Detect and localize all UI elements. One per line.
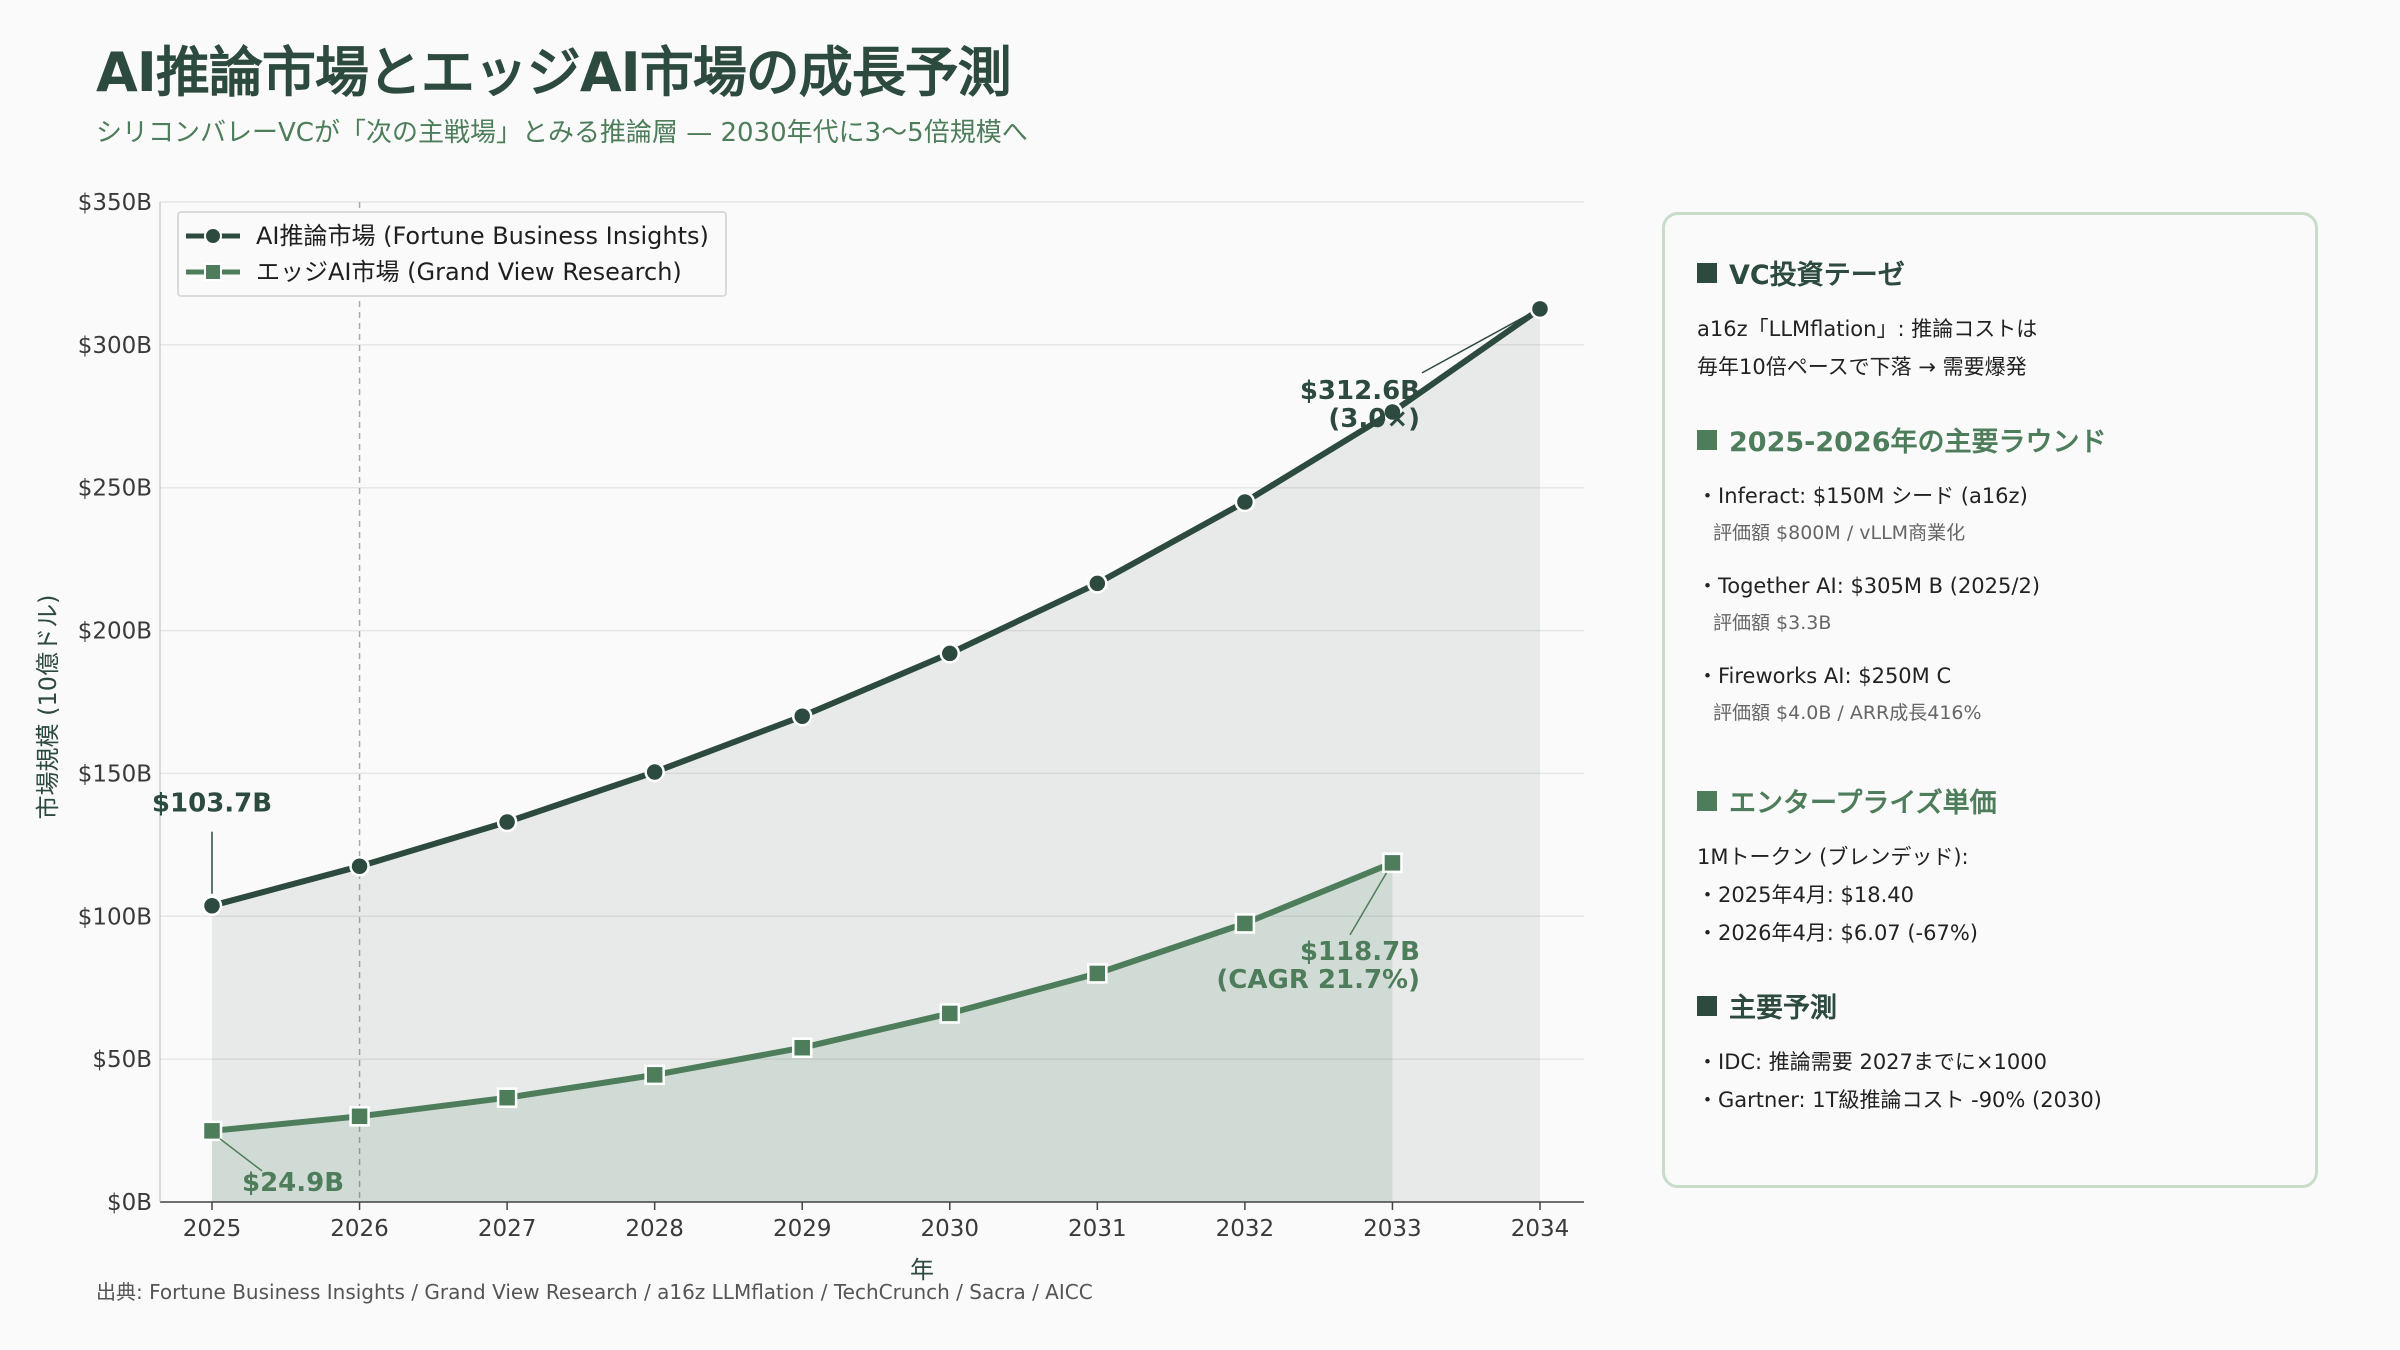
y-tick-label: $350B	[78, 190, 152, 216]
series-area-0	[212, 308, 1540, 1202]
page-subtitle: シリコンバレーVCが「次の主戦場」とみる推論層 — 2030年代に3〜5倍規模へ	[96, 118, 1028, 148]
data-point-square	[349, 1106, 370, 1127]
annotation-start-edge: $24.9B	[242, 1168, 344, 1198]
data-point-circle	[349, 856, 370, 877]
y-tick-label: $150B	[78, 761, 152, 787]
annotation-end-inference: $312.6B	[1300, 376, 1420, 406]
y-tick-label: $250B	[78, 476, 152, 502]
annotations: $103.7B $312.6B(3.0×) $118.7B(CAGR 21.7%) $…	[152, 314, 1529, 1198]
square-bullet-icon	[1697, 262, 1717, 283]
panel-text: ・2026年4月: $6.07 (-67%)	[1697, 921, 1978, 945]
panel-text: 毎年10倍ペースで下落 → 需要爆発	[1697, 355, 2027, 379]
x-tick-label: 2030	[921, 1216, 980, 1242]
axes: $0B $50B $100B $150B $200B $250B $300B $350B 202…	[34, 190, 1584, 1284]
legend-marker-circle	[204, 227, 222, 245]
legend-marker-square	[204, 263, 222, 281]
data-point-circle	[1529, 298, 1551, 320]
y-tick-label: $0B	[107, 1190, 152, 1216]
round-detail: 評価額 $4.0B / ARR成長416%	[1713, 702, 1982, 724]
y-axis-label: 市場規模 (10億ドル)	[34, 595, 62, 820]
area-fills	[212, 308, 1540, 1202]
data-point-square	[201, 1120, 223, 1142]
x-tick-label: 2033	[1363, 1216, 1422, 1242]
legend-box	[177, 211, 727, 297]
x-axis-label: 年	[910, 1256, 934, 1284]
panel-heading-text: 2025-2026年の主要ラウンド	[1729, 427, 2107, 458]
annotation-start-inference: $103.7B	[152, 789, 272, 819]
source-note: 出典: Fortune Business Insights / Grand Vi…	[96, 1280, 1093, 1304]
y-tick-label: $300B	[78, 333, 152, 359]
panel-heading-text: 主要予測	[1729, 993, 1837, 1024]
panel-heading-vc-thesis: VC投資テーゼ	[1697, 253, 2283, 292]
round-detail: 評価額 $800M / vLLM商業化	[1713, 522, 1966, 544]
data-point-square	[1087, 963, 1108, 984]
y-tick-label: $100B	[78, 904, 152, 930]
data-point-circle	[496, 811, 518, 833]
data-point-square	[939, 1003, 961, 1024]
grid-lines	[160, 201, 1584, 1203]
x-tick-label: 2031	[1068, 1216, 1127, 1242]
data-point-circle	[1234, 491, 1256, 513]
market-growth-chart: $0B $50B $100B $150B $200B $250B $300B $350B 202…	[34, 190, 1584, 1284]
panel-text: ・IDC: 推論需要 2027までに×1000	[1697, 1050, 2047, 1074]
panel-text: 1Mトークン (ブレンデッド):	[1697, 845, 1969, 869]
legend-label: AI推論市場 (Fortune Business Insights)	[256, 222, 709, 250]
panel-text: ・2025年4月: $18.40	[1697, 883, 1915, 907]
y-tick-label: $200B	[78, 619, 152, 645]
panel-heading-text: VC投資テーゼ	[1729, 260, 1905, 291]
data-point-circle	[939, 643, 961, 664]
data-point-circle	[201, 895, 223, 916]
x-tick-label: 2034	[1511, 1216, 1570, 1242]
data-point-circle	[1382, 401, 1403, 423]
legend: AI推論市場 (Fortune Business Insights) エッジAI市…	[177, 211, 727, 297]
data-point-circle	[1087, 573, 1108, 594]
data-point-square	[791, 1037, 813, 1058]
round-item: ・Together AI: $305M B (2025/2)	[1697, 574, 2041, 598]
panel-text: ・Gartner: 1T級推論コスト -90% (2030)	[1697, 1088, 2102, 1112]
x-tick-label: 2029	[773, 1216, 832, 1242]
square-bullet-icon	[1697, 995, 1717, 1016]
legend-label: エッジAI市場 (Grand View Research)	[256, 258, 682, 286]
page-title: AI推論市場とエッジAI市場の成長予測	[96, 41, 1012, 104]
panel-heading-text: エンタープライズ単価	[1729, 788, 1997, 819]
round-item: ・Fireworks AI: $250M C	[1697, 664, 1952, 688]
annotation-end-inference-multiple: (3.0×)	[1328, 404, 1420, 434]
annotation-end-edge-cagr: (CAGR 21.7%)	[1216, 965, 1420, 995]
annotation-end-edge: $118.7B	[1300, 937, 1420, 967]
square-bullet-icon	[1697, 790, 1717, 811]
series-area-1	[212, 862, 1393, 1202]
panel-text: a16z「LLMflation」: 推論コストは	[1697, 317, 2038, 341]
data-point-circle	[644, 761, 665, 783]
annotation-leader	[1421, 314, 1529, 374]
x-tick-label: 2032	[1216, 1216, 1275, 1242]
panel-heading-forecasts: 主要予測	[1697, 986, 2283, 1025]
data-point-square	[644, 1064, 665, 1086]
round-item: ・Inferact: $150M シード (a16z)	[1697, 484, 2028, 508]
annotation-leader	[219, 1138, 263, 1172]
square-bullet-icon	[1697, 429, 1717, 450]
y-tick-label: $50B	[92, 1047, 152, 1073]
panel-heading-enterprise-price: エンタープライズ単価	[1697, 781, 2283, 820]
data-point-square	[1382, 852, 1403, 874]
data-point-square	[496, 1087, 518, 1108]
x-tick-label: 2025	[183, 1216, 242, 1242]
data-point-square	[1234, 913, 1256, 934]
annotation-leader	[1349, 872, 1388, 936]
round-detail: 評価額 $3.3B	[1713, 612, 1832, 634]
series-markers	[201, 298, 1551, 1142]
x-tick-label: 2026	[330, 1216, 389, 1242]
x-tick-label: 2028	[625, 1216, 684, 1242]
panel-heading-funding-rounds: 2025-2026年の主要ラウンド	[1697, 420, 2283, 459]
data-point-circle	[791, 706, 813, 727]
info-panel: VC投資テーゼ a16z「LLMflation」: 推論コストは 毎年10倍ペー…	[1662, 212, 2318, 1188]
series-line-0	[211, 306, 1542, 909]
x-tick-label: 2027	[478, 1216, 537, 1242]
